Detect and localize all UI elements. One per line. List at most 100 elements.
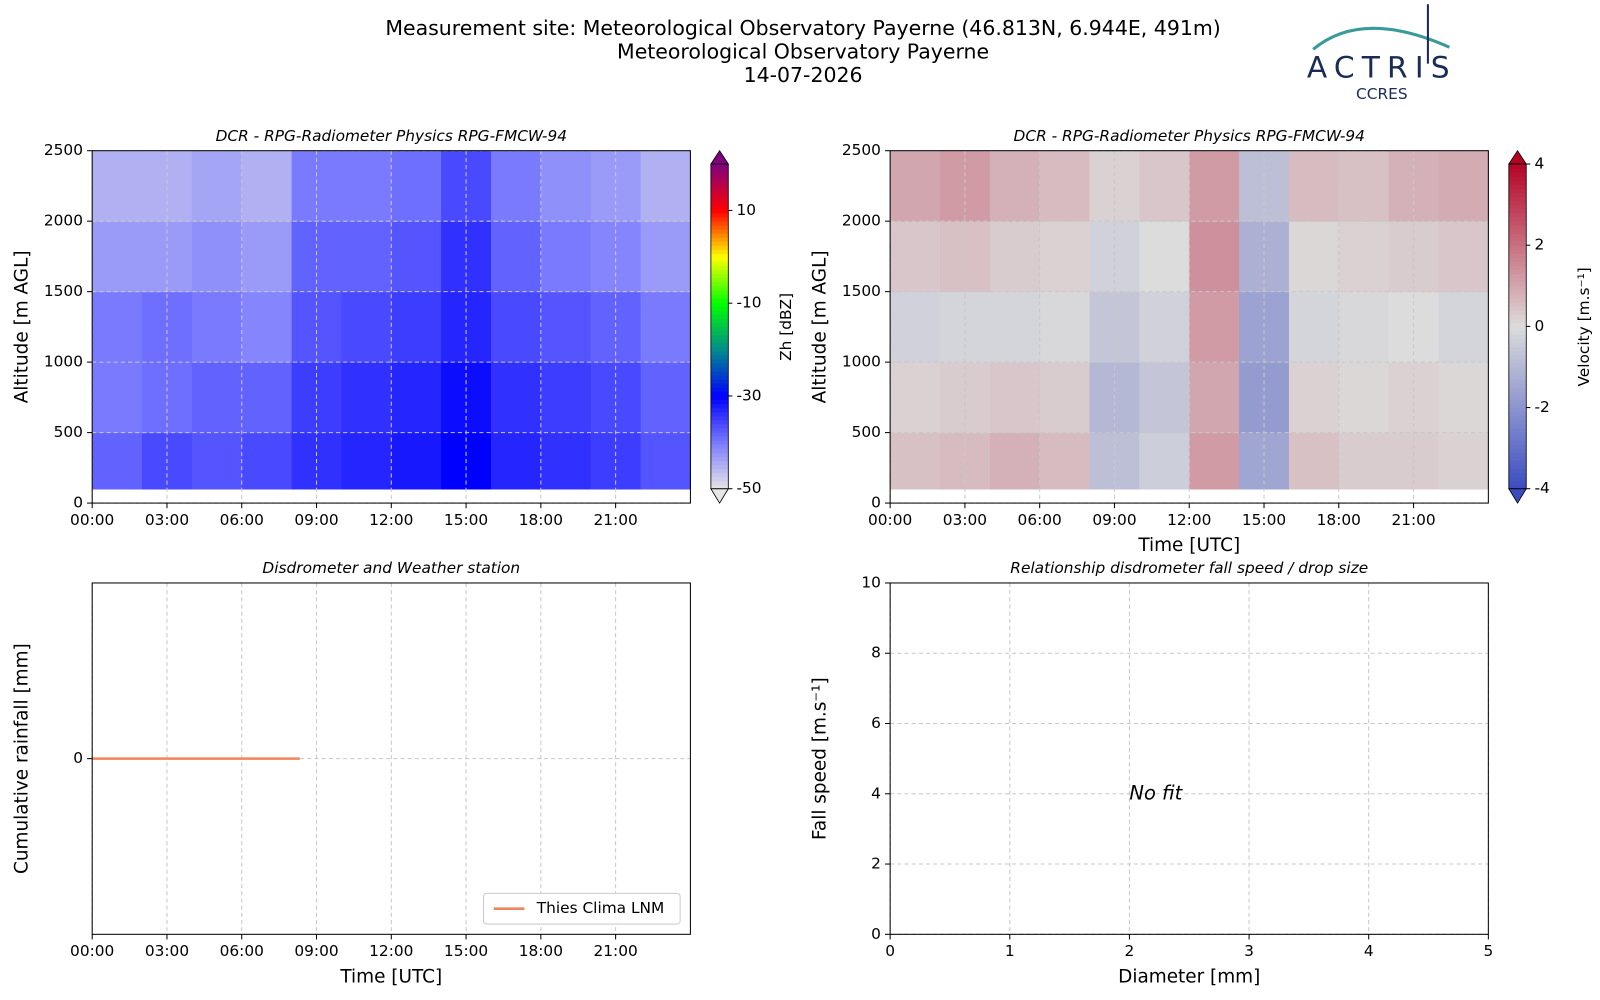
colorbar-slice <box>710 285 729 291</box>
colorbar-slice <box>710 322 729 327</box>
y-tick-label: 6 <box>871 714 881 732</box>
colorbar-slice <box>1508 241 1527 246</box>
heat-cell <box>341 291 392 363</box>
y-tick-label: 0 <box>73 494 83 512</box>
colorbar-slice <box>710 379 729 384</box>
annotation: No fit <box>1129 781 1183 804</box>
heat-cell <box>191 291 243 363</box>
colorbar-slice <box>710 188 729 194</box>
colorbar-slice <box>1508 208 1527 214</box>
heat-cell <box>890 150 941 222</box>
colorbar-slice <box>710 383 729 388</box>
colorbar-slice <box>1508 192 1527 198</box>
heat-cell <box>1288 432 1340 490</box>
x-tick-label: 21:00 <box>1391 511 1435 529</box>
colorbar-slice <box>710 334 729 340</box>
colorbar-slice <box>1508 460 1527 465</box>
heat-cell <box>1438 221 1489 293</box>
colorbar-slice <box>1508 358 1527 364</box>
heat-cell <box>989 362 1041 434</box>
colorbar-slice <box>710 318 729 323</box>
x-tick-label: 00:00 <box>70 511 114 529</box>
x-tick-label: 18:00 <box>519 511 563 529</box>
colorbar-slice <box>710 342 729 348</box>
x-tick-label: 18:00 <box>519 942 563 960</box>
y-axis-label: Fall speed [m.s⁻¹] <box>809 677 830 840</box>
colorbar-tick-label: -10 <box>736 294 761 312</box>
colorbar-slice <box>710 435 729 441</box>
heat-cell <box>1288 291 1340 363</box>
logo-sub: CCRES <box>1356 85 1408 103</box>
heat-cell <box>1039 221 1091 293</box>
colorbar-slice <box>710 208 729 214</box>
colorbar-slice <box>1508 245 1527 250</box>
colorbar-frame <box>710 163 729 490</box>
x-axis-label: Time [UTC] <box>1137 535 1240 556</box>
colorbar-slice <box>1508 289 1527 295</box>
heat-cell <box>191 362 243 434</box>
heat-cell <box>191 221 243 293</box>
x-tick-label: 06:00 <box>1018 511 1062 529</box>
y-tick-label: 4 <box>871 784 881 802</box>
heat-cell <box>640 150 691 222</box>
x-axis-label: Time [UTC] <box>339 966 442 987</box>
colorbar-slice <box>710 431 729 437</box>
colorbar-slice <box>1508 452 1527 457</box>
heat-cell <box>241 221 293 293</box>
heat-cell <box>1288 362 1340 434</box>
heat-cell <box>640 432 691 490</box>
colorbar-slice <box>1508 427 1527 433</box>
colorbar-slice <box>710 395 729 401</box>
colorbar-slice <box>710 168 729 173</box>
colorbar-extend-bottom <box>710 488 730 504</box>
colorbar-slice <box>1508 326 1527 332</box>
y-tick-label: 2000 <box>842 212 881 230</box>
heat-cell <box>191 432 243 490</box>
colorbar-slice <box>1508 431 1527 437</box>
colorbar-slice <box>710 233 729 238</box>
heat-cell <box>1288 150 1340 222</box>
heat-cell <box>490 150 542 222</box>
colorbar-slice <box>710 212 729 218</box>
y-tick-label: 1500 <box>842 282 881 300</box>
colorbar-slice <box>1508 423 1527 429</box>
colorbar-slice <box>710 237 729 242</box>
heat-cell <box>640 291 691 363</box>
heat-cell <box>1438 291 1489 363</box>
colorbar-slice <box>710 427 729 433</box>
x-tick-label: 4 <box>1364 942 1374 960</box>
heat-cell <box>1039 150 1091 222</box>
colorbar-slice <box>1508 285 1527 291</box>
heat-cell <box>890 432 941 490</box>
panel: No fit 0 1 2 3 4 5 0 2 4 6 8 10 Relationship disdrome… <box>809 559 1493 987</box>
y-tick-label: 10 <box>861 573 881 591</box>
heat-cell <box>490 221 542 293</box>
y-tick-label: 0 <box>871 494 881 512</box>
colorbar-slice <box>710 281 729 287</box>
colorbar-slice <box>710 338 729 344</box>
colorbar-slice <box>710 220 729 226</box>
colorbar-slice <box>710 423 729 429</box>
colorbar-slice <box>710 476 729 482</box>
colorbar-tick-label: -30 <box>736 386 761 404</box>
colorbar-slice <box>710 180 729 185</box>
x-tick-label: 03:00 <box>145 942 189 960</box>
x-tick-label: 03:00 <box>943 511 987 529</box>
heat-cell <box>1189 291 1240 363</box>
colorbar-slice <box>710 293 729 299</box>
heat-cell <box>540 432 592 490</box>
colorbar-slice <box>1508 440 1527 445</box>
colorbar-slice <box>1508 415 1527 421</box>
colorbar-slice <box>710 484 729 490</box>
colorbar-slice <box>1508 444 1527 449</box>
colorbar-tick-label: -4 <box>1534 479 1549 497</box>
colorbar-extend-top <box>710 149 730 165</box>
colorbar-slice <box>1508 269 1527 275</box>
colorbar-slice <box>710 261 729 267</box>
heat-cell <box>490 291 542 363</box>
colorbar-extend-top <box>1508 149 1528 165</box>
y-tick-label: 500 <box>54 423 83 441</box>
heat-cell <box>989 291 1041 363</box>
colorbar-slice <box>1508 411 1527 417</box>
